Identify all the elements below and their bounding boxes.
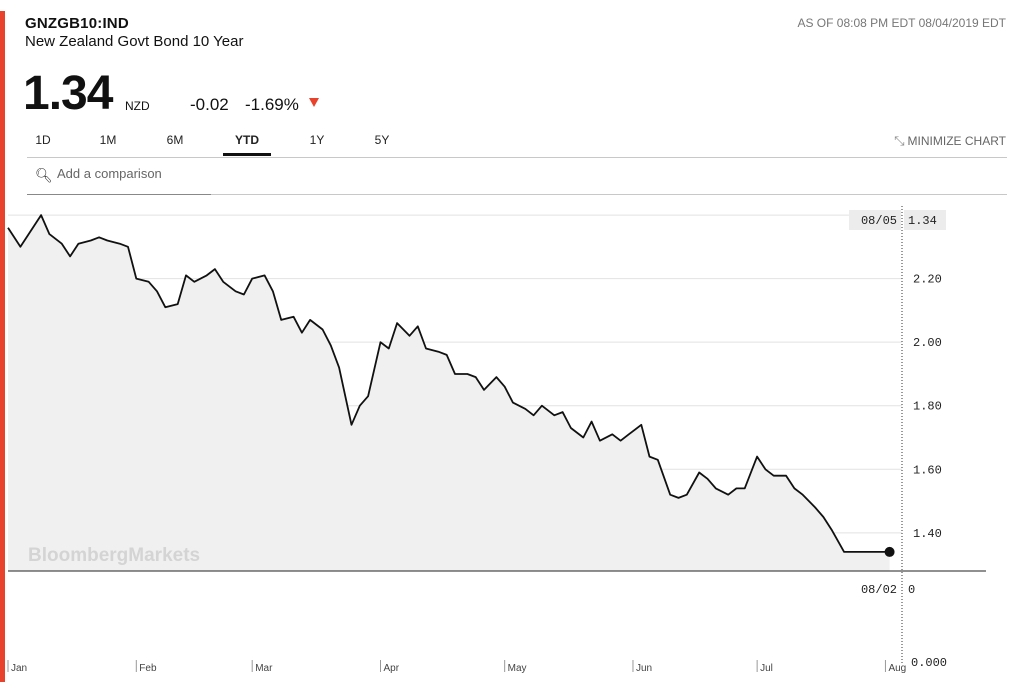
down-arrow-icon [309,98,319,107]
y-tick-label: 2.20 [913,273,942,287]
y-tick-label: 1.40 [913,527,942,541]
x-tick-label: Aug [888,663,906,674]
currency-label: NZD [125,99,150,113]
minimize-chart-button[interactable]: ⤡ MINIMIZE CHART [894,133,1006,149]
x-tick-label: Jul [760,663,773,674]
y-axis-ticks: 1.401.601.802.002.202.40 [913,209,942,541]
price-area [8,215,890,571]
x-tick-label: Apr [384,663,400,674]
x-axis-months: Jan Feb Mar Apr May Jun Jul Aug [7,660,906,674]
last-value-label: 1.34 [908,214,937,228]
as-of-timestamp: AS OF 08:08 PM EDT 08/04/2019 EDT [797,16,1006,30]
change-percent: -1.69% [245,95,299,114]
tab-1y[interactable]: 1Y [309,133,325,147]
chart-top-rule [211,194,1007,195]
y-tick-label: 2.00 [913,336,942,350]
accent-bar [0,11,5,682]
last-date-tag [849,210,901,230]
x-tick-label: Feb [139,663,157,674]
price-value: 1.34 [23,67,113,120]
watermark-text: BloombergMarkets [28,545,200,566]
search-icon: 🔍︎ [35,167,53,183]
x-tick-label: Jun [636,663,652,674]
instrument-name: New Zealand Govt Bond 10 Year [25,33,244,50]
range-tabs: 1D 1M 6M YTD 1Y 5Y [27,133,1007,158]
volume-axis-label: 0.000 [911,656,947,670]
y-tick-label: 1.60 [913,463,942,477]
comparison-input[interactable] [57,165,207,182]
price-line [7,214,890,553]
volume-value-label: 0 [908,583,915,597]
tab-6m[interactable]: 6M [166,133,184,147]
volume-date-label: 08/02 [861,583,897,597]
x-tick-label: May [508,663,527,674]
x-tick-label: Jan [11,663,27,674]
tab-5y[interactable]: 5Y [374,133,390,147]
minimize-label: MINIMIZE CHART [907,134,1006,148]
minimize-icon: ⤡ [894,133,905,148]
change-value: -0.02 [190,95,229,114]
last-date-label: 08/05 [861,214,897,228]
tab-1d[interactable]: 1D [35,133,51,147]
y-tick-label: 1.80 [913,400,942,414]
tab-1m[interactable]: 1M [99,133,117,147]
last-point-marker [884,546,895,557]
ticker-symbol: GNZGB10:IND [25,15,129,32]
comparison-search: 🔍︎ [27,165,211,195]
x-tick-label: Mar [255,663,273,674]
last-value-tag [904,210,946,230]
tab-ytd[interactable]: YTD [223,133,271,156]
